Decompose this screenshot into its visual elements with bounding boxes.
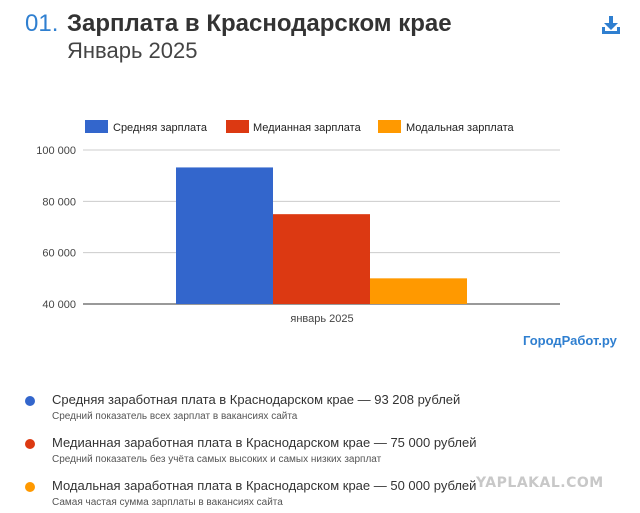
bar	[370, 278, 467, 304]
note-median-desc: Средний показатель без учёта самых высок…	[52, 454, 382, 465]
y-tick-label: 40 000	[42, 299, 76, 311]
mean-dot	[25, 396, 35, 406]
legend-swatch	[226, 120, 249, 133]
section-number: 01.	[25, 10, 59, 37]
note-median: Медианная заработная плата в Краснодарск…	[25, 433, 625, 476]
note-mean: Средняя заработная плата в Краснодарском…	[25, 390, 625, 433]
salary-bar-chart: Средняя зарплата Медианная зарплата Модаль…	[36, 120, 560, 325]
download-button[interactable]	[600, 14, 622, 36]
x-tick-label: январь 2025	[290, 313, 353, 325]
legend-swatch	[378, 120, 401, 133]
legend-swatch	[85, 120, 108, 133]
note-mode-title: Модальная заработная плата в Краснодарск…	[52, 478, 477, 493]
page-title: Зарплата в Краснодарском крае	[67, 10, 452, 37]
note-mean-desc: Средний показатель всех зарплат в ваканс…	[52, 411, 298, 422]
page-subtitle: Январь 2025	[67, 38, 198, 63]
notes-list: Средняя заработная плата в Краснодарском…	[25, 390, 625, 513]
mode-dot	[25, 482, 35, 492]
site-logo-text[interactable]: ГородРабот.ру	[523, 333, 617, 348]
y-tick-label: 60 000	[42, 248, 76, 260]
download-icon	[602, 16, 620, 34]
bar	[176, 167, 273, 304]
y-tick-label: 100 000	[36, 145, 76, 157]
legend-label: Медианная зарплата	[253, 122, 362, 134]
note-mode-desc: Самая частая сумма зарплаты в вакансиях …	[52, 497, 283, 508]
bar	[273, 214, 370, 304]
note-mode: Модальная заработная плата в Краснодарск…	[25, 476, 625, 513]
legend-label: Модальная зарплата	[406, 122, 514, 134]
median-dot	[25, 439, 35, 449]
legend-label: Средняя зарплата	[113, 122, 208, 134]
watermark: YAPLAKAL.COM	[476, 475, 604, 491]
y-tick-label: 80 000	[42, 196, 76, 208]
note-mean-title: Средняя заработная плата в Краснодарском…	[52, 392, 461, 407]
note-median-title: Медианная заработная плата в Краснодарск…	[52, 435, 477, 450]
